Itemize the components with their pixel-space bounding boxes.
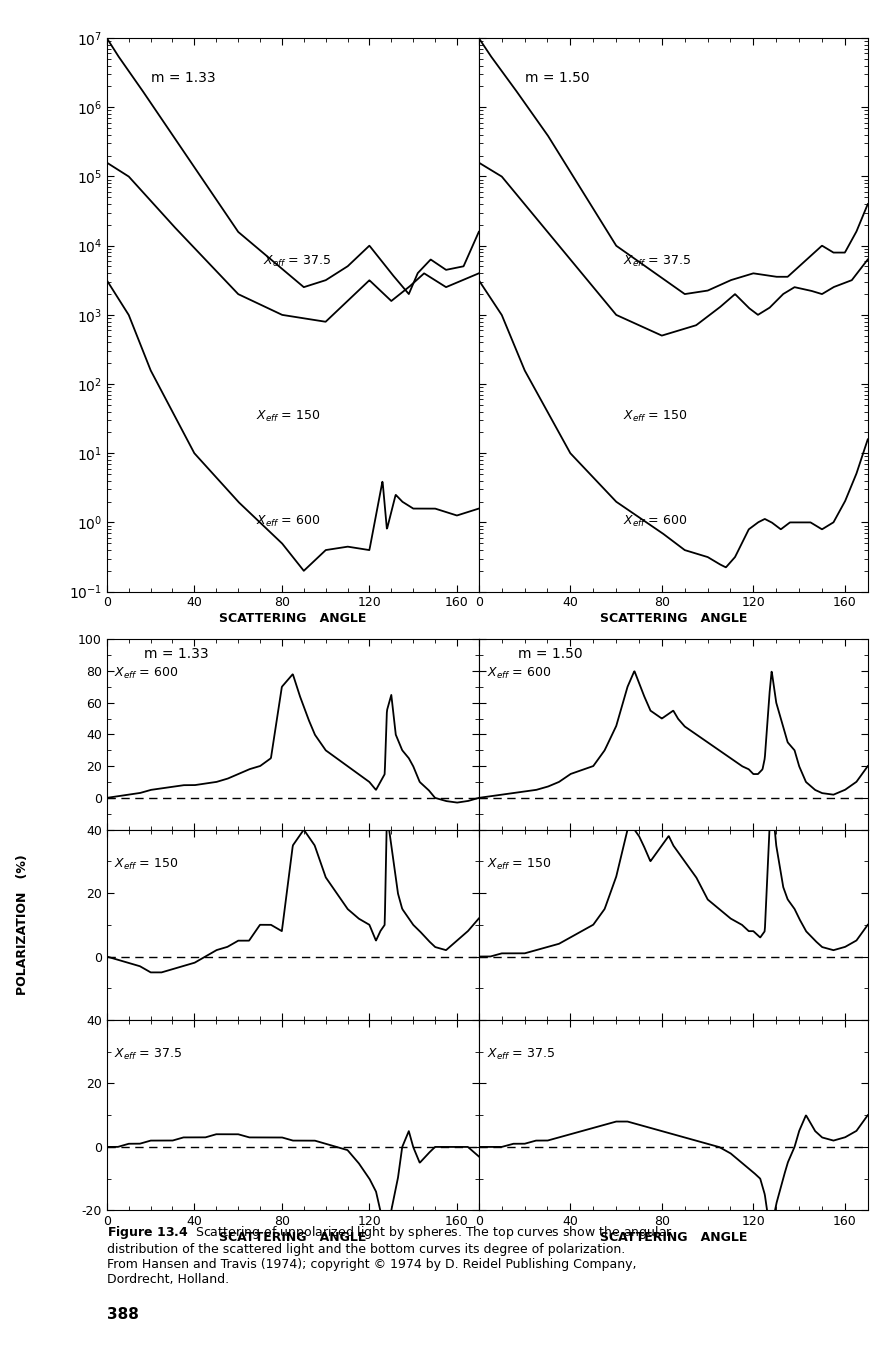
X-axis label: SCATTERING   ANGLE: SCATTERING ANGLE	[600, 1231, 747, 1244]
Text: $X_{eff}$ = 37.5: $X_{eff}$ = 37.5	[623, 254, 691, 269]
X-axis label: SCATTERING   ANGLE: SCATTERING ANGLE	[219, 1231, 367, 1244]
Text: $X_{eff}$ = 600: $X_{eff}$ = 600	[114, 666, 179, 681]
Text: m = 1.50: m = 1.50	[518, 647, 582, 661]
Text: 388: 388	[107, 1307, 139, 1322]
Text: $X_{eff}$ = 600: $X_{eff}$ = 600	[623, 514, 687, 529]
X-axis label: SCATTERING   ANGLE: SCATTERING ANGLE	[600, 612, 747, 626]
Text: m = 1.33: m = 1.33	[151, 71, 216, 86]
Text: POLARIZATION   (%): POLARIZATION (%)	[16, 854, 28, 996]
Text: $X_{eff}$ = 150: $X_{eff}$ = 150	[623, 409, 687, 424]
X-axis label: SCATTERING   ANGLE: SCATTERING ANGLE	[219, 612, 367, 626]
Text: $\bf{Figure\ 13.4}$  Scattering of unpolarized light by spheres. The top curves : $\bf{Figure\ 13.4}$ Scattering of unpola…	[107, 1224, 673, 1287]
Text: $X_{eff}$ = 150: $X_{eff}$ = 150	[255, 409, 320, 424]
Text: $X_{eff}$ = 37.5: $X_{eff}$ = 37.5	[114, 1047, 182, 1062]
Text: $X_{eff}$ = 600: $X_{eff}$ = 600	[487, 666, 551, 681]
Text: m = 1.33: m = 1.33	[144, 647, 208, 661]
Text: $X_{eff}$ = 150: $X_{eff}$ = 150	[487, 857, 551, 872]
Text: $X_{eff}$ = 150: $X_{eff}$ = 150	[114, 857, 179, 872]
Text: $X_{eff}$ = 600: $X_{eff}$ = 600	[255, 514, 320, 529]
Text: m = 1.50: m = 1.50	[525, 71, 590, 86]
Text: $X_{eff}$ = 37.5: $X_{eff}$ = 37.5	[487, 1047, 554, 1062]
Text: $X_{eff}$ = 37.5: $X_{eff}$ = 37.5	[263, 254, 331, 269]
